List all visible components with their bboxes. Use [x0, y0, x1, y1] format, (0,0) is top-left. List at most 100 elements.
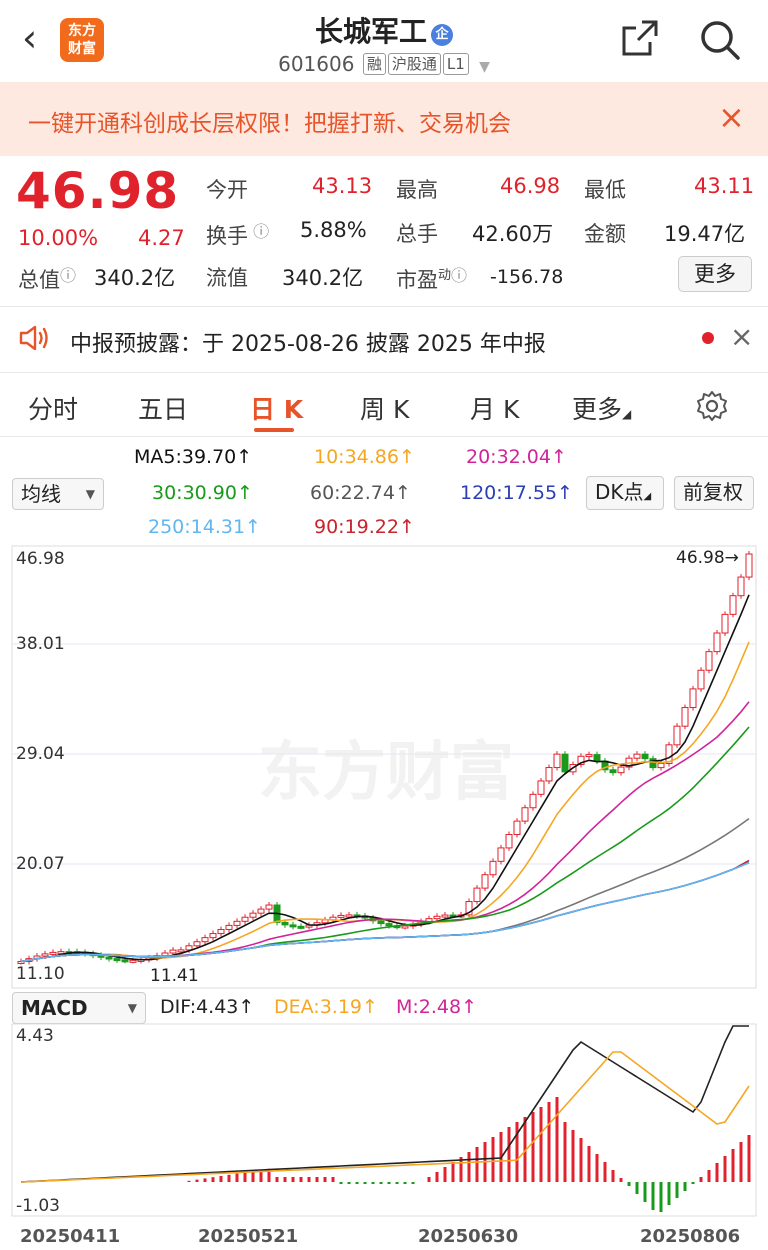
search-icon[interactable] — [698, 18, 742, 62]
tag-level: L1 — [442, 53, 469, 75]
candle-body — [185, 945, 193, 951]
pe-value: -156.78 — [490, 266, 564, 288]
macd-select[interactable]: MACD ▼ — [12, 992, 146, 1024]
candle-body — [49, 951, 57, 955]
ma90-line — [20, 859, 750, 963]
period-tabs: 分时 五日 日 K 周 K 月 K 更多◢ — [0, 376, 768, 436]
settings-gear-icon[interactable] — [696, 390, 728, 422]
info-icon[interactable]: ⓘ — [248, 222, 270, 241]
divider — [0, 372, 768, 373]
corner-arrow-icon: ◢ — [622, 407, 632, 421]
macd-dea: DEA:3.19↑ — [274, 996, 378, 1018]
date-label: 20250806 — [640, 1226, 741, 1247]
close-icon[interactable]: × — [730, 320, 754, 353]
ma5-value: MA5:39.70↑ — [134, 446, 253, 468]
candle-body — [593, 754, 601, 762]
chart-frame — [11, 545, 757, 989]
candle-body — [57, 951, 65, 955]
tab-monthly-k[interactable]: 月 K — [470, 395, 520, 424]
tag-margin: 融 — [362, 53, 386, 75]
dropdown-arrow-icon[interactable]: ▼ — [479, 59, 490, 75]
low-label: 最低 — [584, 178, 626, 202]
close-icon[interactable]: × — [718, 98, 745, 136]
notice-text: 中报预披露：于 2025-08-26 披露 2025 年中报 — [70, 332, 546, 357]
more-stats-button[interactable]: 更多 — [678, 256, 752, 292]
dif-line — [20, 1025, 749, 1183]
candle-body — [505, 834, 513, 849]
candle-body — [721, 613, 729, 634]
current-price: 46.98 — [16, 162, 180, 220]
info-icon[interactable]: ⓘ — [451, 266, 468, 285]
candle-body — [481, 874, 489, 889]
candle-body — [529, 793, 537, 809]
dk-point-button[interactable]: DK点◢ — [586, 476, 664, 510]
y-axis-label: 20.07 — [16, 854, 65, 874]
promo-banner[interactable]: 一键开通科创成长层权限！把握打新、交易机会 × — [0, 82, 768, 156]
back-icon[interactable]: ‹ — [22, 16, 38, 60]
macd-y-bottom: -1.03 — [16, 1196, 60, 1216]
divider — [0, 306, 768, 307]
ma120-value: 120:17.55↑ — [460, 482, 573, 504]
candle-body — [537, 780, 545, 795]
macd-chart[interactable] — [0, 1022, 768, 1218]
tab-intraday[interactable]: 分时 — [28, 395, 79, 424]
candle-body — [177, 949, 185, 953]
turnover-value: 5.88% — [300, 218, 367, 242]
candle-body — [265, 904, 273, 910]
candle-body — [561, 753, 569, 773]
adjust-price-button[interactable]: 前复权 — [674, 476, 754, 510]
tab-weekly-k[interactable]: 周 K — [360, 395, 410, 424]
float-label: 流值 — [206, 266, 248, 290]
candle-body — [345, 914, 353, 918]
amount-value: 19.47亿 — [664, 222, 746, 246]
high-label: 最高 — [396, 178, 438, 202]
candle-body — [17, 961, 25, 965]
tab-five-day[interactable]: 五日 — [138, 395, 189, 424]
candle-body — [689, 688, 697, 709]
tab-daily-k[interactable]: 日 K — [250, 395, 304, 424]
candle-body — [737, 576, 745, 597]
candle-body — [217, 928, 225, 935]
volume-value: 42.60万 — [472, 222, 554, 246]
candle-body — [249, 912, 257, 918]
date-label: 20250521 — [198, 1226, 299, 1247]
candle-body — [513, 820, 521, 836]
candle-body — [649, 758, 657, 769]
kline-chart[interactable]: 东方财富 — [0, 544, 768, 992]
candle-body — [617, 766, 625, 774]
stock-code-row[interactable]: 601606 融沪股通 L1 ▼ — [0, 52, 768, 76]
candle-body — [289, 924, 297, 928]
y-axis-label: 29.04 — [16, 744, 65, 764]
candle-body — [641, 753, 649, 760]
candle-body — [233, 920, 241, 926]
candle-body — [401, 925, 409, 929]
mcap-value: 340.2亿 — [94, 266, 176, 290]
tab-more[interactable]: 更多◢ — [572, 395, 632, 424]
candle-body — [297, 925, 305, 929]
enterprise-badge: 企 — [431, 24, 453, 46]
chart-frame — [11, 1023, 757, 1217]
ma60-line — [20, 817, 750, 963]
candle-body — [609, 769, 617, 774]
corner-arrow-icon: ◢ — [643, 491, 652, 502]
info-icon[interactable]: ⓘ — [60, 266, 77, 285]
indicator-select[interactable]: 均线 ▼ — [12, 478, 104, 510]
unread-dot — [702, 332, 714, 344]
candle-body — [713, 632, 721, 653]
share-icon[interactable] — [620, 18, 660, 58]
candle-body — [497, 847, 505, 862]
candle-body — [681, 707, 689, 727]
candle-body — [193, 941, 201, 947]
ma30-value: 30:30.90↑ — [152, 482, 253, 504]
candle-body — [553, 753, 561, 769]
pe-label: 市盈动ⓘ — [396, 266, 468, 292]
open-label: 今开 — [206, 178, 248, 202]
stock-code: 601606 — [278, 52, 355, 76]
candle-body — [225, 924, 233, 930]
candle-body — [657, 762, 665, 769]
candle-body — [385, 923, 393, 927]
date-label: 20250630 — [418, 1226, 519, 1247]
candle-body — [257, 908, 265, 914]
float-value: 340.2亿 — [282, 266, 364, 290]
report-notice[interactable]: 中报预披露：于 2025-08-26 披露 2025 年中报 × — [0, 310, 768, 370]
